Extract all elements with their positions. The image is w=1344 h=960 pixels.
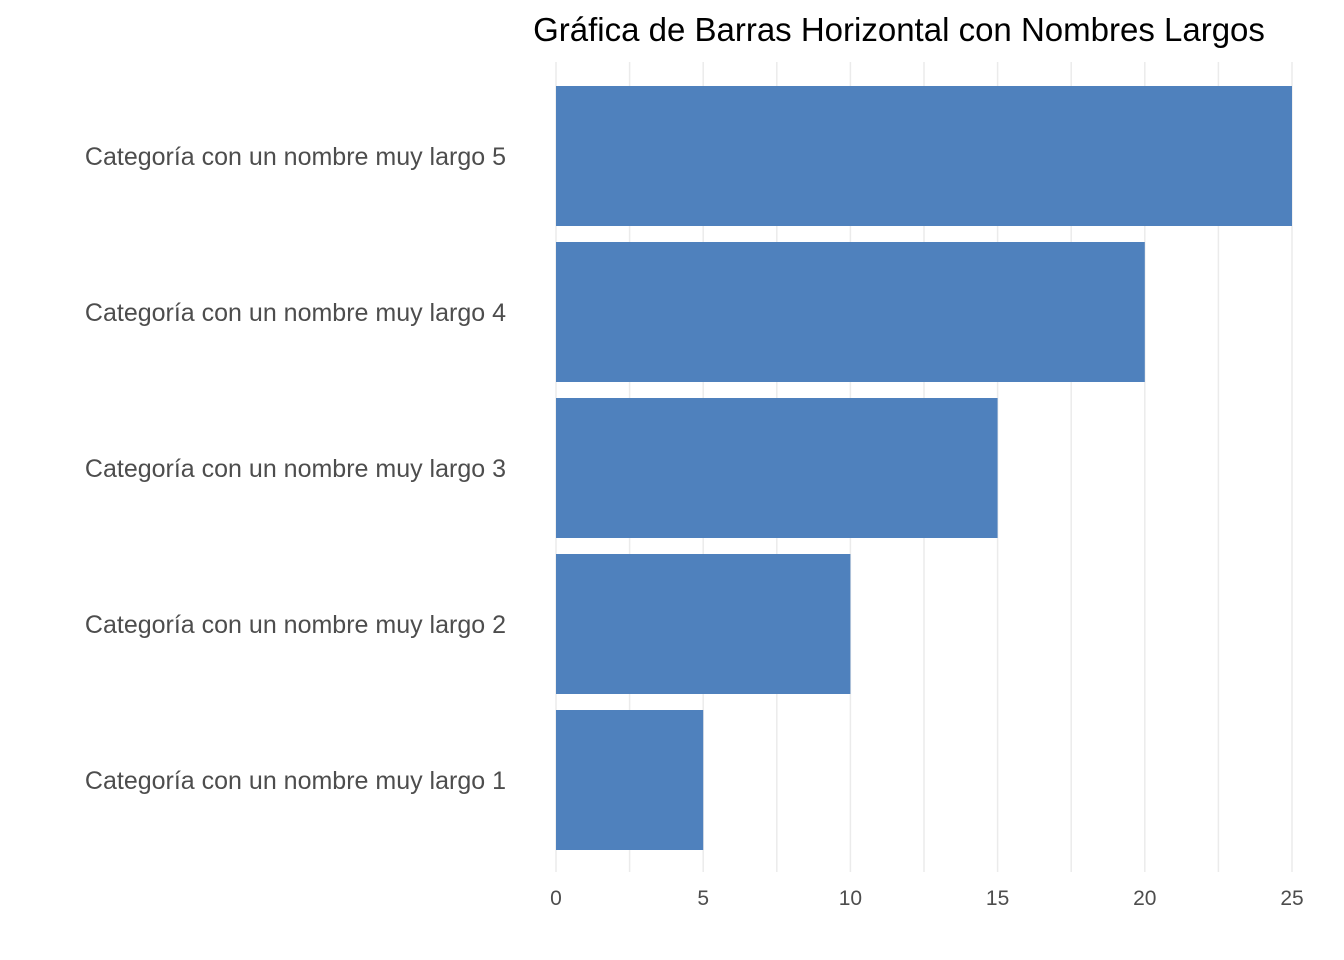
bar-2: [556, 554, 851, 694]
bar-5: [556, 86, 1292, 226]
x-tick-label-5: 5: [697, 887, 709, 910]
category-label-1: Categoría con un nombre muy largo 1: [85, 767, 506, 795]
x-axis-tick-labels: 0 5 10 15 20 25: [550, 887, 1304, 910]
x-tick-label-10: 10: [839, 887, 862, 910]
x-tick-label-20: 20: [1133, 887, 1156, 910]
bar-4: [556, 242, 1145, 382]
category-labels: Categoría con un nombre muy largo 1 Categ…: [85, 143, 506, 795]
bars: [556, 86, 1292, 850]
chart-title: Gráfica de Barras Horizontal con Nombres…: [533, 11, 1265, 48]
x-tick-label-0: 0: [550, 887, 562, 910]
bar-3: [556, 398, 998, 538]
x-tick-label-15: 15: [986, 887, 1009, 910]
category-label-3: Categoría con un nombre muy largo 3: [85, 455, 506, 483]
bar-1: [556, 710, 704, 850]
category-label-5: Categoría con un nombre muy largo 5: [85, 143, 506, 171]
category-label-4: Categoría con un nombre muy largo 4: [85, 299, 506, 327]
category-label-2: Categoría con un nombre muy largo 2: [85, 611, 506, 639]
x-tick-label-25: 25: [1280, 887, 1303, 910]
